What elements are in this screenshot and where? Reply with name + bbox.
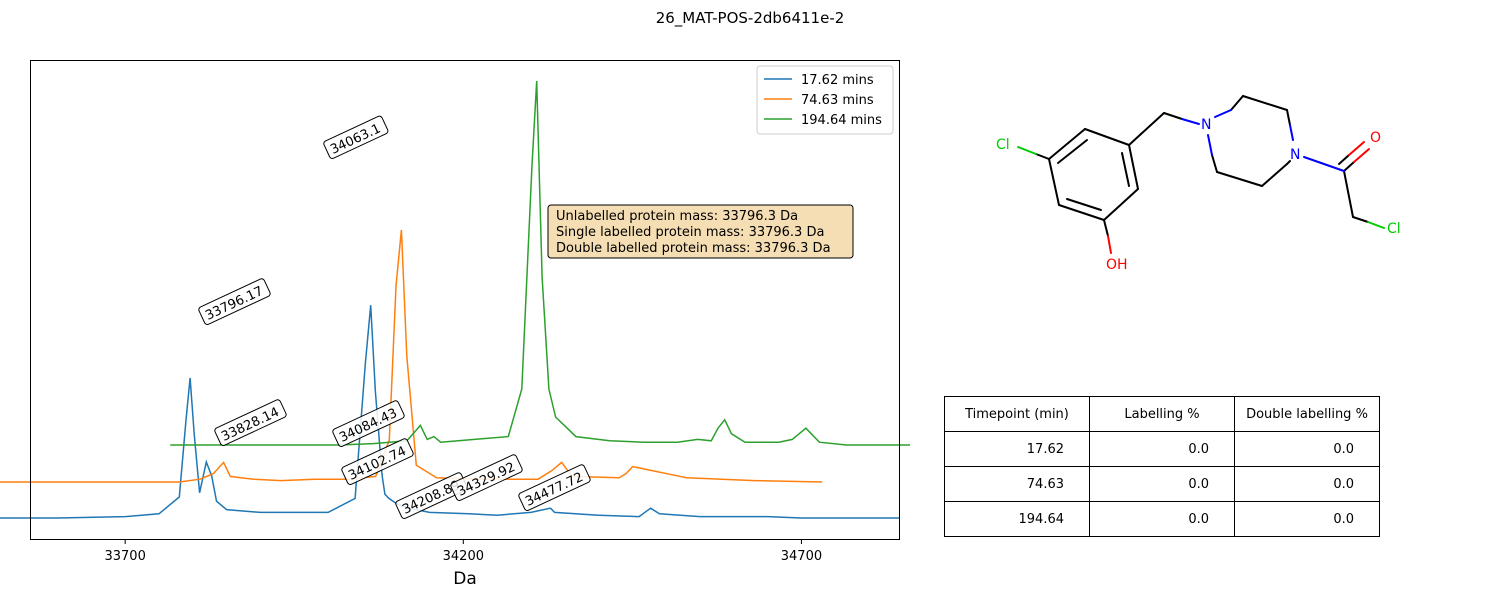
bond <box>1353 148 1370 163</box>
info-box-line-2: Single labelled protein mass: 33796.3 Da <box>556 225 824 240</box>
atom-label-n-1: N <box>1201 117 1211 133</box>
atom-label-oh: OH <box>1106 257 1128 273</box>
x-tick-label: 33700 <box>104 549 145 564</box>
bond <box>1343 170 1354 218</box>
atom-label-o-carbonyl: O <box>1370 130 1381 146</box>
peak-annotation: 34477.72 <box>518 464 591 511</box>
spectrum-chart: 33796.1733828.1434063.134084.4334102.743… <box>0 60 910 589</box>
bond <box>1367 221 1385 229</box>
bond <box>1214 109 1232 118</box>
atom-label-n-2: N <box>1290 147 1300 163</box>
legend: 17.62 mins 74.63 mins 194.64 mins <box>756 65 894 135</box>
ring-inner-bond <box>1057 139 1088 164</box>
bond <box>1163 112 1183 120</box>
labelling-table: Timepoint (min) Labelling % Double label… <box>944 396 1380 537</box>
bond <box>1343 161 1355 172</box>
peak-annotation-box <box>214 399 287 446</box>
legend-label-1: 74.63 mins <box>801 93 874 108</box>
legend-label-2: 194.64 mins <box>801 113 882 128</box>
peak-annotation-box <box>198 278 271 325</box>
x-tick-label: 34200 <box>443 549 484 564</box>
legend-frame <box>756 65 894 135</box>
legend-label-0: 17.62 mins <box>801 73 874 88</box>
info-box-line-3: Double labelled protein mass: 33796.3 Da <box>556 241 831 256</box>
table-cell: 0.0 <box>1234 501 1380 537</box>
series-line-2 <box>170 80 910 446</box>
bond <box>1261 163 1288 187</box>
table-header-row: Timepoint (min) Labelling % Double label… <box>944 396 1380 432</box>
ring-bond <box>1103 188 1139 221</box>
atom-label-cl-right: Cl <box>1387 221 1401 237</box>
series-layer <box>0 80 910 519</box>
info-box-line-1: Unlabelled protein mass: 33796.3 Da <box>556 209 798 224</box>
bond <box>1107 235 1112 254</box>
bond <box>1216 171 1263 187</box>
series-line-0 <box>0 305 900 519</box>
table-header-cell: Timepoint (min) <box>944 396 1090 432</box>
table-cell: 0.0 <box>1089 501 1235 537</box>
figure-title: 26_MAT-POS-2db6411e-2 <box>655 9 845 27</box>
bond <box>1348 141 1365 156</box>
ring-bond <box>1128 144 1139 190</box>
x-tick-label: 34700 <box>781 549 822 564</box>
bond <box>1338 154 1350 165</box>
bond <box>1352 216 1369 223</box>
plot-frame <box>30 60 900 540</box>
series-line-1 <box>0 229 823 483</box>
table-row: 194.64 0.0 0.0 <box>944 501 1380 537</box>
table-cell: 17.62 <box>944 431 1090 467</box>
peak-annotation-box <box>332 400 405 447</box>
ring-inner-bond <box>1121 152 1130 187</box>
table-header-cell: Labelling % <box>1089 396 1235 432</box>
table-cell: 74.63 <box>944 466 1090 502</box>
peak-annotation-box <box>450 454 523 501</box>
bond <box>1289 124 1294 141</box>
atom-label-cl-left: Cl <box>996 137 1010 153</box>
info-box-frame <box>547 204 854 259</box>
peak-annotation-box <box>518 464 591 511</box>
table-cell: 0.0 <box>1234 431 1380 467</box>
bond <box>1303 156 1345 172</box>
table-header-cell: Double labelling % <box>1234 396 1380 432</box>
bond <box>1242 95 1288 111</box>
table-cell: 194.64 <box>944 501 1090 537</box>
table-cell: 0.0 <box>1089 431 1235 467</box>
peak-annotation: 33796.17 <box>198 278 271 325</box>
ring-inner-bond <box>1066 198 1102 211</box>
bond <box>1286 160 1291 165</box>
peak-annotation-box <box>341 438 414 485</box>
table-cell: 0.0 <box>1234 466 1380 502</box>
bond <box>1286 109 1291 126</box>
table-cell: 0.0 <box>1089 466 1235 502</box>
x-axis-label: Da <box>453 569 477 589</box>
bond <box>1207 134 1213 156</box>
x-tick-layer: 33700 34200 34700 <box>104 539 822 564</box>
peak-annotation-box <box>323 115 389 159</box>
bond <box>1035 153 1050 160</box>
info-box: Unlabelled protein mass: 33796.3 Da Sing… <box>547 204 854 259</box>
bond <box>1181 118 1200 125</box>
table-row: 74.63 0.0 0.0 <box>944 466 1380 502</box>
bond <box>1211 154 1218 173</box>
ring-bond <box>1048 158 1060 206</box>
bond <box>1103 219 1109 237</box>
molecule-structure: Cl N N O Cl OH <box>996 95 1401 273</box>
ring-bond <box>1058 204 1105 221</box>
molecule-atom-labels: Cl N N O Cl OH <box>996 117 1401 273</box>
table-row: 17.62 0.0 0.0 <box>944 431 1380 467</box>
peak-annotation: 33828.14 <box>214 399 287 446</box>
bond <box>1017 146 1037 155</box>
peak-annotation: 34084.43 <box>332 400 405 447</box>
bond <box>1230 95 1244 111</box>
molecule-bonds <box>1035 95 1369 237</box>
ring-bond <box>1048 128 1086 160</box>
peak-annotation: 34063.1 <box>323 115 389 159</box>
molecule-hetero-bonds <box>1017 109 1385 254</box>
ring-bond <box>1084 128 1130 146</box>
bond <box>1128 112 1165 146</box>
